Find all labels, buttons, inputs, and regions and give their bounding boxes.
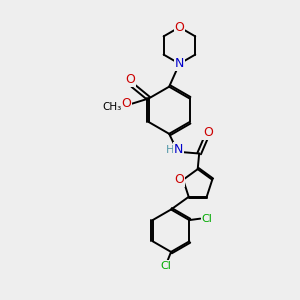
Text: Cl: Cl: [202, 214, 212, 224]
Text: O: O: [174, 173, 184, 186]
Text: Cl: Cl: [160, 261, 171, 271]
Text: O: O: [175, 21, 184, 34]
Text: O: O: [122, 97, 131, 110]
Text: N: N: [175, 57, 184, 70]
Text: H: H: [166, 145, 174, 155]
Text: CH₃: CH₃: [102, 102, 122, 112]
Text: O: O: [125, 74, 135, 86]
Text: O: O: [203, 125, 213, 139]
Text: N: N: [174, 143, 183, 156]
